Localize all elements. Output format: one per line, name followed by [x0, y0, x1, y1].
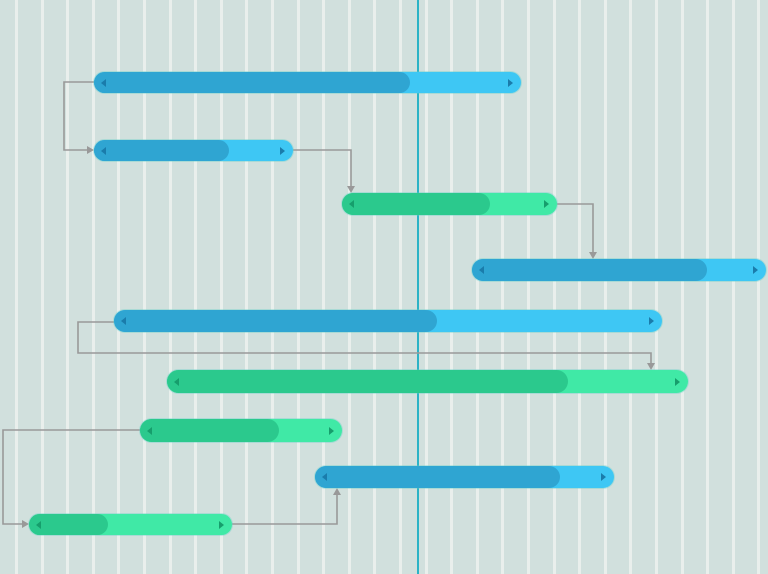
taskbar-progress-fill: [94, 72, 410, 93]
taskbar-left-resize-handle-icon[interactable]: [121, 317, 126, 325]
timeline-gridline: [706, 0, 710, 574]
timeline-gridline: [603, 0, 607, 574]
taskbar-left-resize-handle-icon[interactable]: [174, 377, 179, 386]
timeline-gridline: [680, 0, 684, 574]
timeline-gridline: [347, 0, 351, 574]
dependency-line: [2, 429, 140, 525]
taskbar-row-9[interactable]: [29, 514, 232, 535]
taskbar-row-7[interactable]: [140, 419, 342, 442]
taskbar-progress-fill: [167, 370, 569, 393]
dependency-line: [232, 493, 338, 525]
timeline-gridline: [245, 0, 249, 574]
taskbar-progress-fill: [342, 193, 491, 215]
dependency-line: [293, 149, 352, 188]
dependency-arrow-icon: [347, 186, 355, 193]
timeline-gridline: [219, 0, 223, 574]
dependency-arrow-icon: [647, 363, 655, 370]
taskbar-row-1[interactable]: [94, 72, 521, 93]
taskbar-right-resize-handle-icon[interactable]: [280, 146, 285, 155]
timeline-gridline: [424, 0, 428, 574]
taskbar-left-resize-handle-icon[interactable]: [349, 200, 354, 208]
taskbar-row-8[interactable]: [315, 466, 614, 488]
timeline-gridline: [373, 0, 377, 574]
taskbar-row-3[interactable]: [342, 193, 557, 215]
timeline-gridline: [271, 0, 274, 574]
taskbar-right-resize-handle-icon[interactable]: [219, 520, 224, 529]
timeline-gridline: [450, 0, 454, 574]
timeline-gridline: [757, 0, 761, 574]
dependency-line: [557, 203, 594, 254]
taskbar-left-resize-handle-icon[interactable]: [36, 520, 41, 529]
taskbar-right-resize-handle-icon[interactable]: [601, 473, 606, 481]
taskbar-row-2[interactable]: [94, 140, 293, 161]
dependency-arrow-icon: [333, 488, 341, 495]
taskbar-right-resize-handle-icon[interactable]: [544, 200, 549, 208]
timeline-gridline: [475, 0, 479, 574]
timeline-gridline: [15, 0, 18, 574]
taskbar-right-resize-handle-icon[interactable]: [753, 266, 758, 274]
dependency-line: [63, 81, 94, 151]
timeline-gridline: [296, 0, 300, 574]
taskbar-right-resize-handle-icon[interactable]: [329, 426, 334, 435]
timeline-gridline: [527, 0, 530, 574]
taskbar-progress-fill: [114, 310, 438, 332]
taskbar-progress-fill: [140, 419, 280, 442]
timeline-gridline: [655, 0, 658, 574]
taskbar-progress-fill: [315, 466, 561, 488]
timeline-gridline: [322, 0, 326, 574]
timeline-gridline: [399, 0, 402, 574]
taskbar-progress-fill: [94, 140, 230, 161]
taskbar-progress-fill: [472, 259, 708, 281]
taskbar-right-resize-handle-icon[interactable]: [675, 377, 680, 386]
timeline-gridline: [578, 0, 582, 574]
timeline-gridline: [194, 0, 198, 574]
taskbar-row-4[interactable]: [472, 259, 766, 281]
taskbar-left-resize-handle-icon[interactable]: [101, 146, 106, 155]
taskbar-progress-fill: [29, 514, 109, 535]
taskbar-left-resize-handle-icon[interactable]: [101, 78, 106, 87]
timeline-gridline: [40, 0, 44, 574]
timeline-gridline: [501, 0, 505, 574]
dependency-arrow-icon: [589, 252, 597, 259]
timeline-gridline: [731, 0, 735, 574]
taskbar-left-resize-handle-icon[interactable]: [479, 266, 484, 274]
taskbar-left-resize-handle-icon[interactable]: [322, 473, 327, 481]
timeline-gridline: [143, 0, 146, 574]
taskbar-left-resize-handle-icon[interactable]: [147, 426, 152, 435]
dependency-arrow-icon: [22, 520, 29, 528]
taskbar-row-6[interactable]: [167, 370, 688, 393]
taskbar-row-5[interactable]: [114, 310, 662, 332]
timeline-gridline: [117, 0, 121, 574]
timeline-gridline: [552, 0, 556, 574]
timeline-gridline: [168, 0, 172, 574]
timeline-gridline: [629, 0, 633, 574]
dependency-line: [77, 321, 652, 365]
today-marker-line: [417, 0, 419, 574]
taskbar-right-resize-handle-icon[interactable]: [508, 78, 513, 87]
taskbar-right-resize-handle-icon[interactable]: [649, 317, 654, 325]
timeline-gridline: [66, 0, 70, 574]
dependency-arrow-icon: [87, 146, 94, 154]
timeline-gridline: [91, 0, 95, 574]
